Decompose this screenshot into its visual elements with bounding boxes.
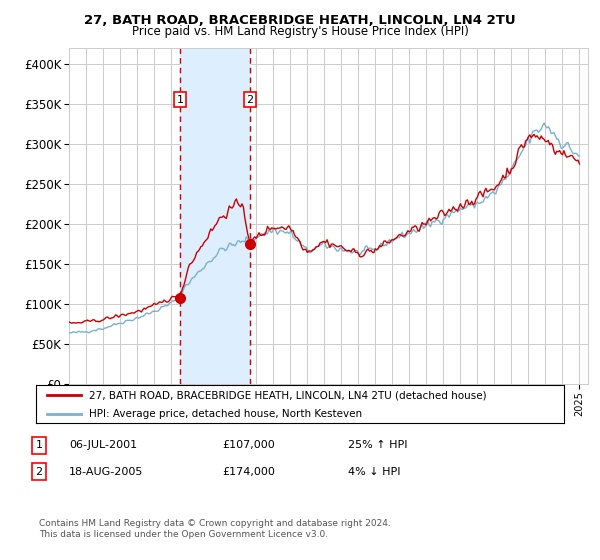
Text: 4% ↓ HPI: 4% ↓ HPI [348, 466, 401, 477]
Bar [180, 48, 250, 384]
Text: 2: 2 [35, 466, 43, 477]
Text: 06-JUL-2001: 06-JUL-2001 [69, 440, 137, 450]
Text: Contains HM Land Registry data © Crown copyright and database right 2024.
This d: Contains HM Land Registry data © Crown c… [39, 520, 391, 539]
Text: Price paid vs. HM Land Registry's House Price Index (HPI): Price paid vs. HM Land Registry's House … [131, 25, 469, 38]
Text: 1: 1 [176, 95, 184, 105]
Text: 2: 2 [247, 95, 253, 105]
Text: 27, BATH ROAD, BRACEBRIDGE HEATH, LINCOLN, LN4 2TU (detached house): 27, BATH ROAD, BRACEBRIDGE HEATH, LINCOL… [89, 390, 487, 400]
Text: 1: 1 [35, 440, 43, 450]
Text: 27, BATH ROAD, BRACEBRIDGE HEATH, LINCOLN, LN4 2TU: 27, BATH ROAD, BRACEBRIDGE HEATH, LINCOL… [84, 14, 516, 27]
Text: 25% ↑ HPI: 25% ↑ HPI [348, 440, 407, 450]
Text: HPI: Average price, detached house, North Kesteven: HPI: Average price, detached house, Nort… [89, 409, 362, 419]
Text: £107,000: £107,000 [222, 440, 275, 450]
Text: 18-AUG-2005: 18-AUG-2005 [69, 466, 143, 477]
Text: £174,000: £174,000 [222, 466, 275, 477]
